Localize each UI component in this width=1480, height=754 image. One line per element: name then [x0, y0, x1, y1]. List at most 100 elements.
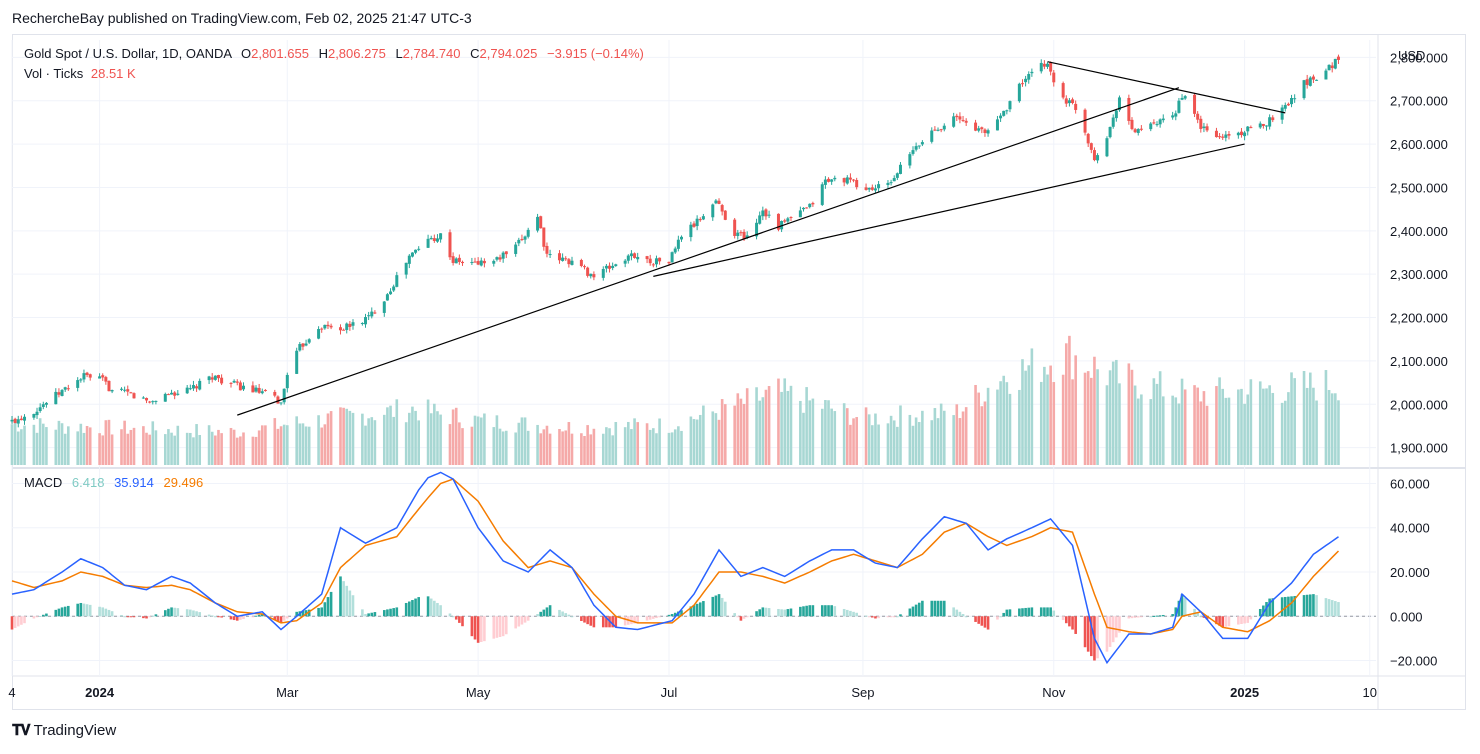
candle-body: [364, 317, 368, 325]
volume-bar: [842, 403, 846, 465]
time-tick-label: Mar: [276, 685, 299, 700]
candle-body: [1127, 97, 1131, 121]
volume-bar: [517, 422, 521, 465]
volume-bar: [849, 424, 852, 465]
volume-bar: [1161, 396, 1165, 465]
volume-bar: [38, 418, 42, 465]
candle-body: [220, 377, 224, 384]
macd-histogram-bar: [589, 616, 593, 626]
candle-body: [548, 254, 552, 256]
volume-bar: [185, 432, 189, 465]
candle-body: [626, 255, 630, 261]
candle-body: [54, 391, 58, 405]
macd-histogram-bar: [364, 614, 367, 617]
macd-histogram-bar: [242, 616, 245, 620]
price-legend: Gold Spot / U.S. Dollar, 1D, OANDA O2,80…: [24, 46, 644, 61]
volume-bar: [1309, 372, 1312, 465]
macd-histogram-bar: [1115, 616, 1118, 638]
macd-histogram-bar: [1215, 616, 1218, 625]
volume-bar: [1258, 381, 1262, 465]
macd-histogram-bar: [411, 600, 414, 617]
volume-bar: [605, 427, 608, 465]
macd-histogram-bar: [1240, 616, 1243, 624]
macd-histogram-bar: [13, 616, 17, 628]
candle-body: [651, 264, 655, 266]
volume-bar: [317, 415, 320, 465]
macd-histogram-bar: [1008, 609, 1012, 617]
macd-histogram-bar: [1258, 608, 1262, 617]
volume-bar: [1199, 401, 1203, 465]
macd-histogram-bar: [733, 613, 736, 617]
macd-histogram-bar: [251, 616, 255, 618]
candle-body: [720, 205, 724, 212]
macd-histogram-bar: [605, 616, 608, 628]
candle-body: [942, 125, 946, 130]
macd-histogram-bar: [79, 602, 83, 617]
candle-body: [79, 379, 83, 381]
macd-histogram-bar: [1218, 616, 1221, 626]
brand-name: TradingView: [33, 722, 117, 739]
macd-histogram-bar: [517, 616, 521, 627]
candle-body: [1193, 94, 1197, 114]
candle-body: [1161, 118, 1165, 121]
volume-bar: [16, 431, 20, 465]
volume-bar: [758, 400, 761, 465]
volume-bar: [939, 403, 943, 465]
volume-bar: [198, 435, 202, 465]
candle-body: [523, 236, 527, 240]
candle-body: [898, 164, 902, 174]
candle-body: [557, 253, 561, 261]
candle-body: [745, 235, 749, 238]
macd-histogram-bar: [1171, 614, 1174, 617]
macd-histogram-bar: [1221, 616, 1225, 628]
macd-histogram-bar: [1083, 616, 1087, 648]
candle-body: [57, 392, 61, 395]
macd-histogram-bar: [107, 609, 111, 617]
candle-body: [1130, 119, 1134, 129]
volume-bar: [67, 426, 70, 465]
volume-bar: [899, 405, 902, 465]
volume-bar: [1096, 369, 1099, 465]
candle-body: [482, 260, 486, 264]
candle-body: [761, 210, 765, 217]
price-tick-label: 2,300.000: [1390, 267, 1448, 282]
candle-body: [1008, 101, 1012, 110]
macd-histogram-bar: [1246, 616, 1250, 623]
volume-bar: [1224, 397, 1228, 465]
macd-histogram-bar: [942, 600, 946, 617]
volume-bar: [495, 415, 499, 465]
candle-body: [35, 411, 39, 416]
volume-bar: [286, 425, 289, 465]
macd-histogram-bar: [1180, 594, 1184, 617]
macd-histogram-bar: [542, 609, 546, 617]
macd-histogram-bar: [667, 614, 671, 617]
macd-histogram-bar: [483, 616, 486, 642]
candle-body: [1221, 136, 1225, 138]
time-tick-label: Nov: [1042, 685, 1066, 700]
candle-body: [163, 393, 167, 402]
macd-histogram-bar: [1196, 612, 1199, 617]
candle-body: [736, 232, 740, 236]
volume-bar: [207, 425, 211, 465]
volume-bar: [1118, 383, 1121, 465]
candle-body: [1202, 126, 1206, 129]
candle-body: [307, 339, 311, 343]
macd-histogram-bar: [658, 616, 661, 618]
volume-bar: [120, 429, 123, 465]
volume-bar: [320, 427, 324, 465]
time-tick-label: 10: [1363, 685, 1377, 700]
volume-bar: [614, 421, 618, 465]
price-tick-label: 2,200.000: [1390, 311, 1448, 326]
footer-brand[interactable]: 𝐓𝐕 TradingView: [12, 722, 116, 739]
volume-bar: [132, 427, 136, 465]
volume-bar: [670, 432, 674, 465]
candle-body: [1152, 122, 1156, 124]
macd-tick-label: 20.000: [1390, 565, 1430, 580]
volume-bar: [655, 433, 658, 465]
volume-bar: [1262, 388, 1265, 465]
volume-bar: [35, 432, 39, 465]
volume-bar: [567, 422, 571, 465]
macd-histogram-bar: [645, 616, 649, 621]
candle-body: [185, 387, 189, 394]
